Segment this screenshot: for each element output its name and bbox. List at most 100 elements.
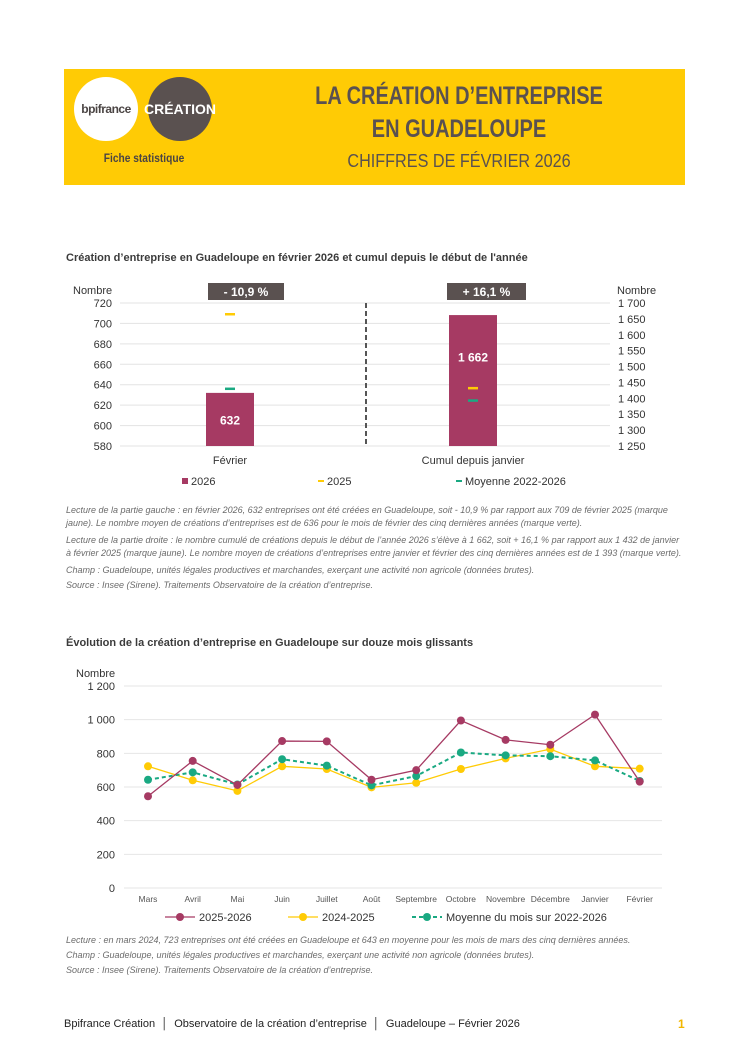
data-point	[188, 768, 197, 777]
y-tick: 800	[97, 748, 115, 760]
y-tick: 0	[109, 883, 115, 895]
legend-marker	[176, 913, 184, 921]
x-tick: Mars	[139, 894, 158, 904]
data-point	[144, 775, 152, 784]
data-point	[635, 764, 644, 773]
data-point	[635, 777, 644, 786]
data-point	[278, 762, 287, 771]
x-tick: Septembre	[395, 894, 437, 904]
note: Source : Insee (Sirene). Traitements Obs…	[66, 965, 373, 975]
data-point	[591, 756, 599, 765]
y-tick-left: 700	[94, 318, 112, 330]
creation-logo: CRÉATION	[144, 77, 216, 141]
footer-text: Bpifrance Création │ Observatoire de la …	[64, 1018, 520, 1030]
x-tick: Janvier	[581, 894, 609, 904]
note: Lecture : en mars 2024, 723 entreprises …	[66, 935, 631, 945]
legend-marker	[423, 913, 431, 921]
x-tick: Avril	[185, 894, 201, 904]
legend-label: 2025-2026	[199, 912, 252, 924]
y-tick-right: 1 550	[618, 346, 646, 358]
page-number: 1	[678, 1017, 685, 1031]
note: Lecture de la partie droite : le nombre …	[66, 535, 682, 558]
y-tick-right: 1 250	[618, 441, 646, 453]
y-tick: 600	[97, 782, 115, 794]
y-tick-right: 1 350	[618, 409, 646, 421]
series-line-2025-2026	[147, 713, 641, 797]
data-point	[591, 762, 599, 771]
change-badge	[208, 283, 284, 300]
y-tick-left: 600	[94, 421, 112, 433]
note: Champ : Guadeloupe, unités légales produ…	[66, 565, 535, 575]
bpifrance-logo: bpifrance	[74, 77, 138, 141]
note: Lecture de la partie gauche : en février…	[66, 505, 668, 528]
data-point	[233, 780, 242, 789]
page-title-line1: LA CRÉATION D’ENTREPRISE	[315, 82, 603, 110]
data-point	[322, 761, 331, 770]
y-tick-right: 1 600	[618, 330, 646, 342]
bar-2026	[449, 315, 497, 446]
x-tick: Cumul depuis janvier	[422, 455, 525, 467]
bar-label: 1 662	[458, 351, 488, 365]
series-line-2024-2025	[147, 748, 640, 792]
change-badge	[447, 283, 526, 300]
data-point	[322, 737, 331, 746]
data-point	[367, 781, 376, 790]
page-title-line2: EN GUADELOUPE	[371, 115, 547, 143]
y-tick-right: 1 300	[618, 425, 646, 437]
y-axis-label: Nombre	[76, 668, 115, 680]
data-point	[412, 778, 421, 787]
page-subtitle: CHIFFRES DE FÉVRIER 2026	[347, 151, 571, 171]
legend-marker	[299, 913, 307, 921]
y-axis-label-right: Nombre	[617, 285, 656, 297]
y-tick-right: 1 500	[618, 362, 646, 374]
data-point	[501, 751, 510, 760]
y-tick-right: 1 400	[618, 393, 646, 405]
bar-2026	[206, 392, 254, 446]
data-point	[456, 716, 465, 725]
chart2-title: Évolution de la création d’entreprise en…	[66, 637, 474, 649]
data-point	[591, 710, 599, 719]
legend-label: Moyenne 2022-2026	[465, 476, 566, 488]
data-point	[456, 764, 465, 773]
y-tick-left: 660	[94, 359, 112, 371]
chart1: 580 600 620 640 660 680 700 720 1 250 1 300 1 350 1…	[73, 283, 656, 488]
legend-label: 2026	[191, 476, 215, 488]
y-tick: 1 200	[87, 681, 115, 693]
data-point	[367, 775, 376, 784]
data-point	[144, 762, 152, 771]
data-point	[456, 748, 465, 757]
x-tick: Novembre	[486, 894, 525, 904]
x-tick: Février	[213, 455, 248, 467]
data-point	[412, 766, 421, 775]
data-point	[278, 737, 287, 746]
note: Source : Insee (Sirene). Traitements Obs…	[66, 580, 373, 590]
x-tick: Octobre	[446, 894, 477, 904]
fiche-label: Fiche statistique	[103, 151, 185, 165]
y-tick: 1 000	[87, 715, 115, 727]
x-tick: Décembre	[531, 894, 570, 904]
x-tick: Août	[363, 894, 381, 904]
y-axis-label-left: Nombre	[73, 285, 112, 297]
series-line-Moyenne du mois sur 2022-2026	[147, 751, 641, 787]
y-tick-left: 580	[94, 441, 112, 453]
data-point	[233, 786, 242, 795]
x-tick: Février	[626, 894, 653, 904]
y-tick-left: 680	[94, 339, 112, 351]
data-point	[278, 755, 287, 764]
y-tick-right: 1 700	[618, 298, 646, 310]
x-tick: Juin	[274, 894, 290, 904]
bar-label: 632	[220, 413, 240, 427]
legend-label: 2025	[327, 476, 351, 488]
legend-label: Moyenne du mois sur 2022-2026	[446, 912, 607, 924]
data-point	[188, 776, 197, 785]
chart2-notes: Lecture : en mars 2024, 723 entreprises …	[66, 934, 684, 977]
y-tick-left: 640	[94, 380, 112, 392]
y-tick-left: 620	[94, 400, 112, 412]
x-tick: Juillet	[316, 894, 338, 904]
legend-swatch	[182, 478, 188, 484]
chart1-notes: Lecture de la partie gauche : en février…	[66, 504, 684, 592]
change-badge-text: + 16,1 %	[463, 285, 511, 299]
y-tick-right: 1 450	[618, 377, 646, 389]
data-point	[501, 735, 510, 744]
